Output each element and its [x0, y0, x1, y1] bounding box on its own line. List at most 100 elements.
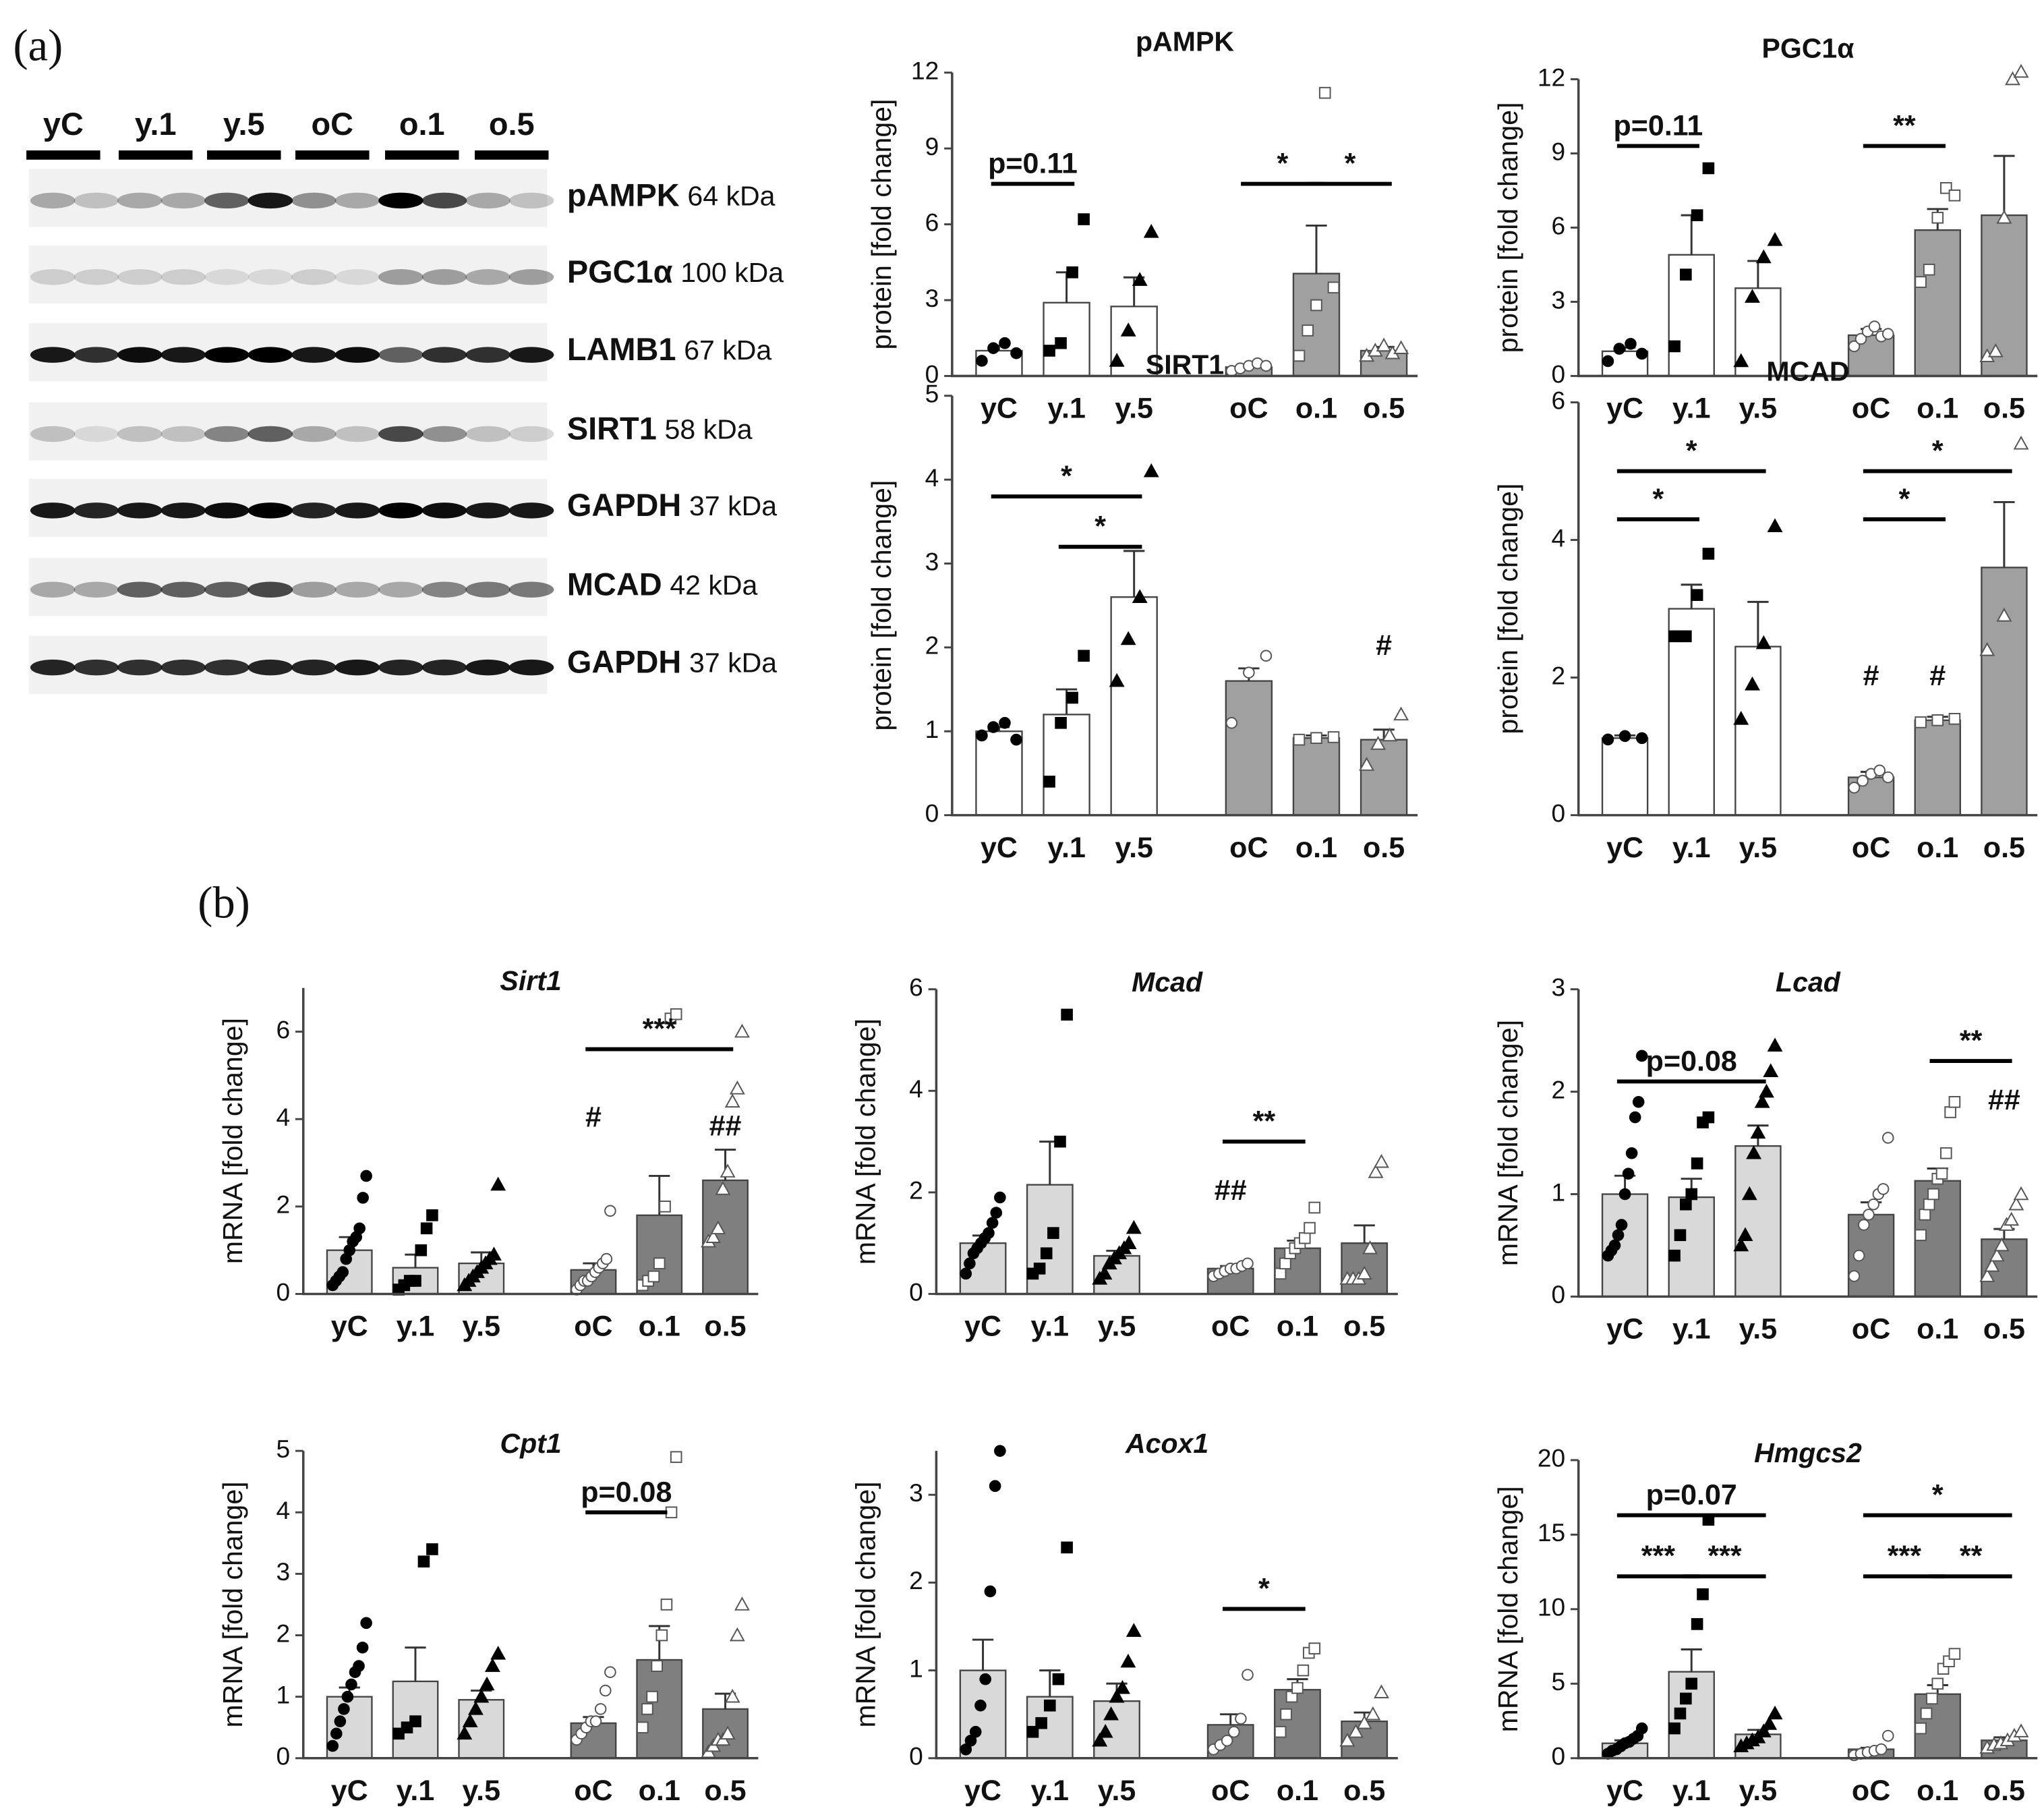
protein-name: pAMPK — [567, 178, 680, 213]
blot-band — [247, 581, 293, 598]
y-tick-label: 0 — [909, 1742, 923, 1770]
data-point — [1608, 1239, 1621, 1252]
axes — [1577, 79, 2038, 378]
significance-label: * — [1061, 460, 1072, 492]
bar — [1914, 719, 1961, 816]
x-tick-label: oC — [1211, 1310, 1250, 1343]
bar-chart: SIRT1 protein [fold change] 0 1 2 3 4 5 yC y.1 y.5… — [866, 349, 1418, 864]
data-point — [987, 721, 999, 733]
data-point — [720, 1725, 736, 1740]
y-tick-label: 6 — [276, 1015, 291, 1043]
data-point — [1054, 1135, 1066, 1148]
x-tick-label: y.1 — [1047, 832, 1086, 864]
blot-band — [30, 426, 76, 442]
blot-band — [421, 581, 467, 598]
blot-band — [247, 269, 293, 285]
data-point — [1931, 211, 1944, 224]
data-point — [1221, 1734, 1233, 1747]
blot-band — [508, 659, 554, 676]
x-tick-label: y.5 — [1115, 393, 1153, 425]
blot-band — [160, 581, 206, 598]
blot-strip — [29, 245, 548, 304]
x-tick-label: y.5 — [462, 1310, 500, 1343]
significance-label: p=0.11 — [1614, 109, 1703, 142]
blot-band — [74, 426, 119, 442]
data-point — [326, 1739, 339, 1752]
data-point — [1293, 733, 1306, 746]
protein-name: LAMB1 — [567, 333, 676, 368]
blot-band — [508, 269, 554, 285]
protein-name: PGC1α — [567, 254, 673, 289]
bar — [1360, 739, 1408, 816]
y-tick-label: 1 — [1552, 1178, 1566, 1206]
bar — [1981, 567, 2028, 816]
blot-band — [334, 192, 380, 209]
blot-band — [378, 659, 424, 676]
x-tick-label: o.1 — [1917, 1313, 1958, 1346]
data-point — [338, 1703, 350, 1715]
data-point — [987, 342, 999, 355]
data-point — [1685, 1188, 1698, 1201]
data-point — [468, 1701, 484, 1715]
data-point — [1339, 1732, 1355, 1747]
data-point — [330, 1727, 343, 1740]
data-point — [1362, 1240, 1378, 1255]
significance-label: ** — [1253, 1105, 1276, 1138]
x-tick-label: yC — [964, 1310, 1001, 1343]
data-point — [1993, 1237, 2010, 1252]
data-point — [1308, 1642, 1321, 1654]
protein-size: 64 kDa — [687, 180, 775, 211]
data-point — [1848, 340, 1861, 353]
significance-label: * — [1932, 1479, 1944, 1511]
data-point — [734, 1596, 750, 1611]
data-point — [1602, 733, 1614, 746]
bar — [1225, 680, 1273, 816]
significance-label: *** — [1641, 1540, 1675, 1572]
data-point — [1680, 268, 1692, 281]
x-tick-label: oC — [1229, 832, 1268, 864]
error-bar — [405, 1253, 426, 1268]
data-point — [1055, 717, 1067, 729]
blot-band — [247, 659, 293, 676]
data-point — [1668, 340, 1681, 353]
data-point — [1327, 281, 1340, 294]
data-point — [1103, 1706, 1119, 1721]
data-point — [1875, 1743, 1888, 1756]
blot-band — [334, 502, 380, 519]
data-point — [1310, 732, 1322, 744]
data-point — [589, 1715, 602, 1727]
data-point — [994, 1191, 1006, 1204]
y-tick-label: 2 — [909, 1176, 923, 1205]
x-tick-label: y.1 — [397, 1775, 435, 1807]
blot-band — [465, 581, 510, 598]
y-tick-label: 0 — [1552, 799, 1566, 827]
protein-label: MCAD 42 kDa — [567, 567, 758, 602]
lane-label: y.1 — [135, 107, 177, 142]
data-point — [1243, 666, 1255, 679]
data-point — [1674, 1707, 1687, 1720]
bar — [1734, 1145, 1782, 1298]
y-tick-label: 3 — [1552, 973, 1566, 1002]
bar — [1668, 608, 1715, 816]
x-tick-label: o.5 — [704, 1775, 746, 1807]
bar-chart: PGC1α protein [fold change] 0 3 6 9 12 yC y.1 y.5… — [1492, 32, 2038, 425]
y-axis-label: protein [fold change] — [866, 99, 897, 350]
x-tick-label: o.1 — [1917, 1775, 1958, 1807]
data-point — [1755, 1723, 1772, 1737]
bar-chart: MCAD protein [fold change] 0 2 4 6 yC y.1 y.5 oC o… — [1492, 355, 2038, 864]
blot-band — [465, 426, 510, 442]
data-point — [1260, 650, 1273, 662]
bar — [1110, 596, 1158, 816]
data-point — [1868, 320, 1881, 333]
blot-band — [117, 269, 163, 285]
data-point — [960, 1267, 972, 1280]
data-point — [989, 1480, 1001, 1493]
x-tick-label: yC — [1606, 393, 1643, 425]
y-tick-label: 2 — [909, 1566, 923, 1594]
blot-band — [421, 192, 467, 209]
chart-title: SIRT1 — [1146, 349, 1224, 380]
blot-band — [378, 426, 424, 442]
data-point — [1691, 1157, 1703, 1170]
data-point — [1926, 1692, 1938, 1705]
